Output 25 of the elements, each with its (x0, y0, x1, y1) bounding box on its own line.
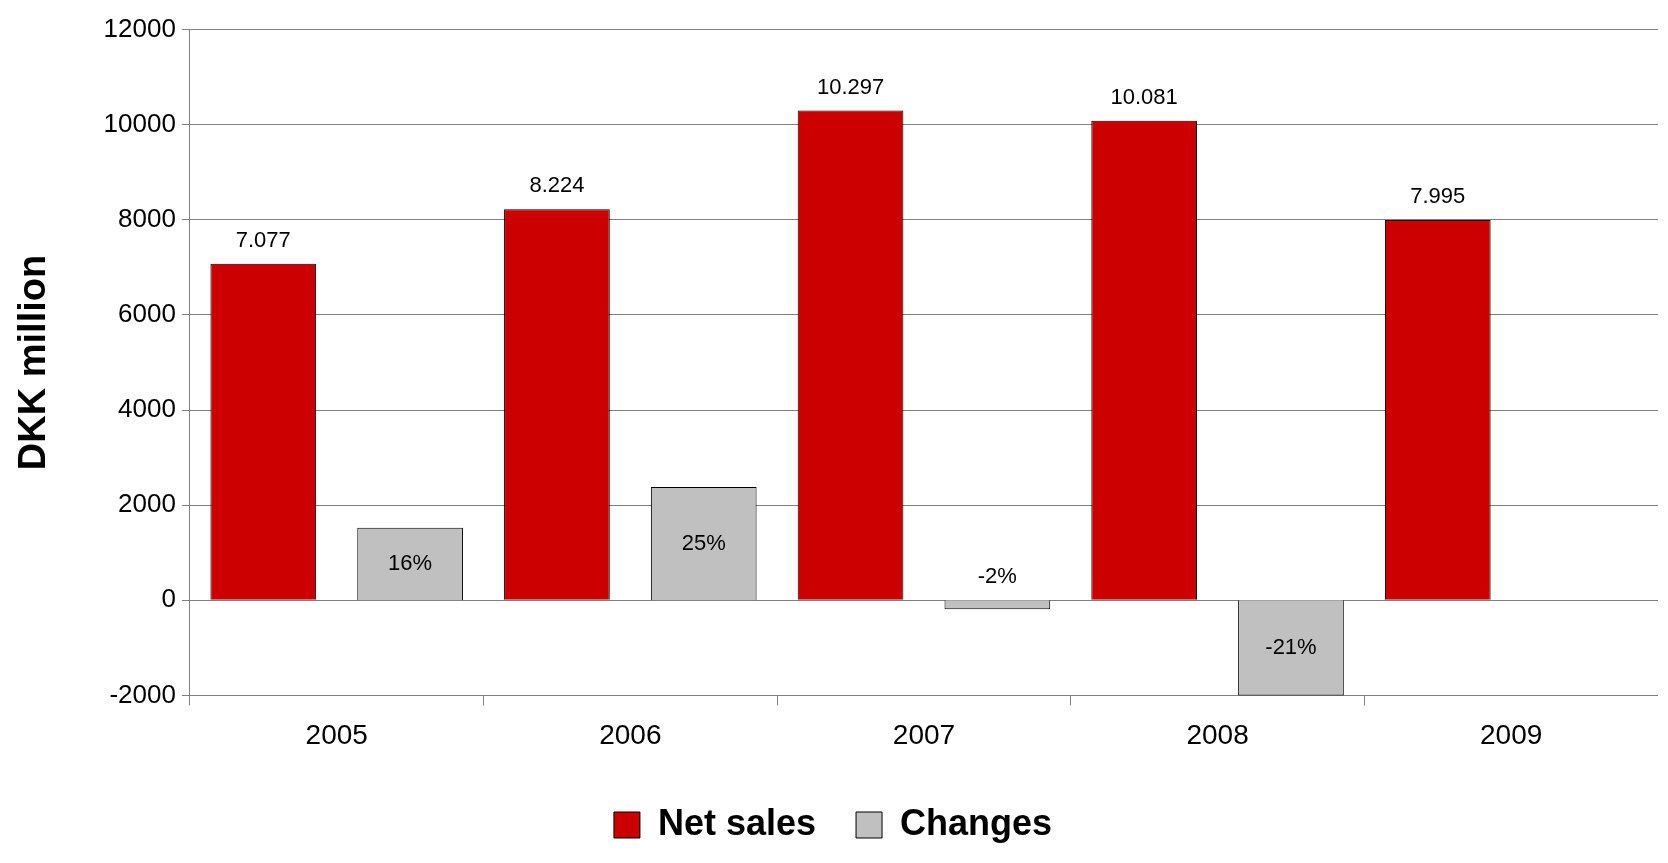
data-label: 7.995 (1410, 183, 1466, 209)
legend-label: Net sales (657, 801, 817, 843)
data-label: 7.077 (235, 226, 291, 252)
data-label: -21% (1265, 633, 1317, 659)
y-tick-label: 6000 (118, 298, 176, 329)
y-tick-label: 8000 (118, 203, 176, 233)
x-tick-label: 2009 (1480, 718, 1543, 750)
legend-label: Changes (900, 801, 1053, 843)
y-tick-label: 0 (161, 583, 176, 614)
data-label: 8.224 (529, 172, 585, 198)
y-tick-label: 12000 (103, 12, 176, 43)
x-tick-label: 2006 (599, 718, 662, 750)
data-label: 25% (681, 529, 726, 555)
y-tick-label: 4000 (118, 393, 176, 424)
data-label: -2% (977, 563, 1017, 589)
y-tick-label: -2000 (109, 678, 176, 709)
y-axis-title: DKK million (11, 254, 54, 471)
x-tick-label: 2007 (892, 718, 956, 750)
data-label: 16% (388, 550, 433, 576)
y-tick-label: 10000 (103, 107, 176, 138)
data-label: 10.297 (816, 73, 885, 99)
data-label: 10.081 (1110, 83, 1178, 109)
x-tick-label: 2005 (305, 718, 368, 750)
y-tick-label: 2000 (118, 488, 176, 519)
x-tick-label: 2008 (1186, 718, 1249, 750)
